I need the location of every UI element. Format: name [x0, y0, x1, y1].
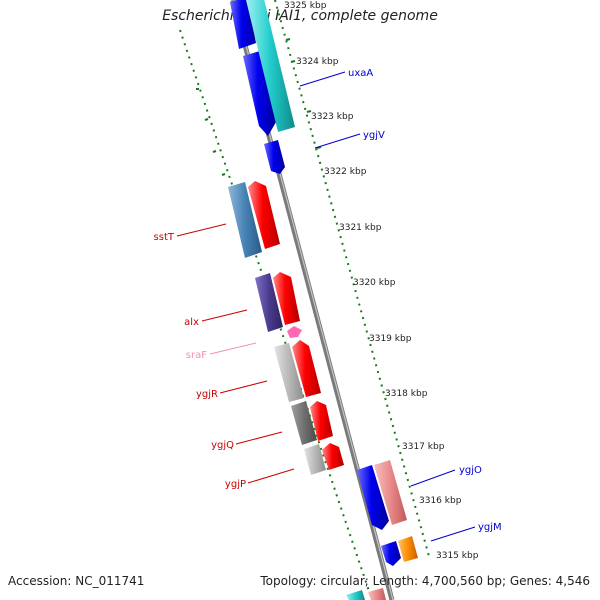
tick-label: 3325 kbp [284, 1, 327, 11]
gene-feature-cyan[interactable] [246, 0, 295, 132]
gene-feature-gray-2[interactable] [304, 444, 326, 475]
gene-feature-ygjP[interactable] [322, 443, 344, 470]
gene-feature-darkgray[interactable] [291, 401, 317, 445]
label-connectors [176, 71, 476, 542]
gene-feature-orange[interactable] [398, 536, 418, 562]
gene-feature-cyan-bottom[interactable] [346, 590, 365, 600]
gene-feature-uxaA[interactable] [243, 51, 276, 136]
gene-label-sstT[interactable]: sstT [154, 232, 175, 243]
gene-feature-ygjR[interactable] [292, 340, 321, 397]
gene-label-uxaA[interactable]: uxaA [348, 68, 373, 79]
tick-label: 3318 kbp [385, 389, 428, 399]
gene-labels: uxaA ygjV sstT alx sraF ygjR ygjQ ygjP y… [154, 68, 502, 533]
tick-label: 3319 kbp [369, 334, 412, 344]
tick-label: 3321 kbp [339, 223, 382, 233]
gene-feature-ygjV[interactable] [264, 140, 285, 174]
gene-label-sraF[interactable]: sraF [186, 350, 207, 361]
gc-track-inner [274, 0, 431, 561]
accession-text: Accession: NC_011741 [8, 574, 145, 588]
gene-label-ygjO[interactable]: ygjO [459, 465, 482, 476]
gc-blips [196, 38, 322, 176]
gene-feature-ygjM[interactable] [381, 541, 401, 566]
topology-text: Topology: circular; Length: 4,700,560 bp… [260, 574, 590, 588]
map-title: Escherichia coli IAI1, complete genome [162, 8, 438, 24]
tick-label: 3316 kbp [419, 496, 462, 506]
gene-feature-salmon-bottom[interactable] [368, 588, 386, 600]
tick-label: 3322 kbp [324, 167, 367, 177]
gene-label-ygjR[interactable]: ygjR [196, 389, 218, 400]
tick-label: 3315 kbp [436, 551, 479, 561]
tick-label: 3324 kbp [296, 57, 339, 67]
tick-label: 3320 kbp [353, 278, 396, 288]
gene-label-ygjP[interactable]: ygjP [225, 479, 246, 490]
gene-feature-ygjO[interactable] [357, 465, 389, 530]
tick-label: 3323 kbp [311, 112, 354, 122]
gene-label-ygjQ[interactable]: ygjQ [211, 440, 234, 451]
gene-feature-slate[interactable] [255, 273, 283, 332]
tick-label: 3317 kbp [402, 442, 445, 452]
gene-feature-sstT[interactable] [248, 181, 280, 249]
gene-label-ygjV[interactable]: ygjV [363, 130, 385, 141]
gene-feature-steelblue[interactable] [228, 182, 262, 258]
gene-feature-gray[interactable] [274, 343, 304, 402]
tick-labels: 3325 kbp 3324 kbp 3323 kbp 3322 kbp 3321… [284, 1, 479, 561]
gene-feature-salmon[interactable] [374, 460, 407, 525]
gene-label-ygjM[interactable]: ygjM [478, 522, 502, 533]
gene-feature-ygjQ[interactable] [310, 401, 333, 441]
gene-feature-sraF[interactable] [287, 326, 302, 338]
gene-label-alx[interactable]: alx [184, 317, 199, 328]
gene-feature-alx[interactable] [273, 272, 300, 325]
